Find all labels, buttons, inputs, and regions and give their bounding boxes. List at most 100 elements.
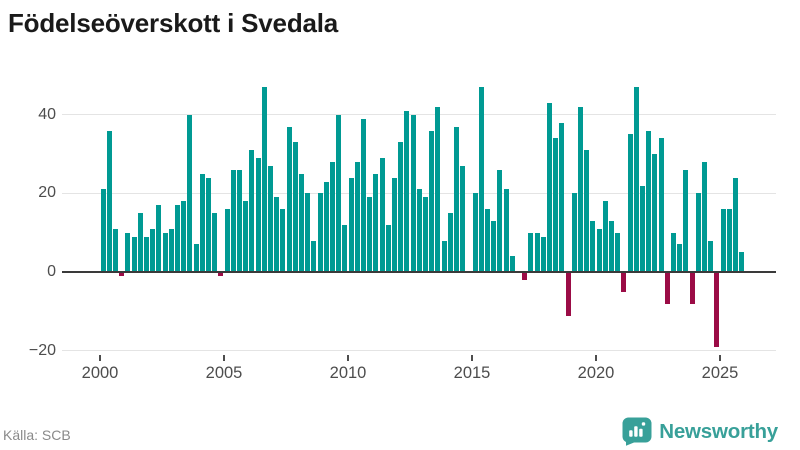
bar bbox=[342, 224, 348, 272]
bar bbox=[714, 273, 720, 348]
bar bbox=[609, 220, 614, 272]
bar bbox=[689, 273, 695, 304]
brand-name: Newsworthy bbox=[659, 419, 778, 443]
bar bbox=[720, 209, 726, 272]
bar bbox=[584, 150, 590, 272]
bar bbox=[137, 213, 143, 272]
bar bbox=[255, 158, 261, 272]
bar bbox=[144, 236, 149, 272]
source-label: Källa: SCB bbox=[3, 427, 71, 443]
bar bbox=[206, 177, 211, 272]
y-axis-label: −20 bbox=[28, 341, 56, 359]
bar bbox=[237, 169, 242, 272]
x-axis-label: 2015 bbox=[453, 364, 491, 382]
bar bbox=[379, 158, 385, 272]
bar bbox=[739, 252, 745, 272]
bar bbox=[702, 161, 707, 272]
bar bbox=[168, 228, 174, 272]
bar bbox=[348, 177, 354, 272]
bar bbox=[268, 165, 273, 272]
bar bbox=[733, 177, 738, 272]
bar bbox=[243, 201, 249, 272]
x-axis-label: 2020 bbox=[577, 364, 615, 382]
x-axis-label: 2000 bbox=[81, 364, 119, 382]
bar bbox=[578, 106, 583, 272]
bar bbox=[485, 209, 490, 272]
bar bbox=[646, 130, 652, 272]
x-tick bbox=[223, 355, 225, 361]
bar bbox=[274, 197, 280, 272]
bar bbox=[323, 181, 329, 272]
gridline bbox=[62, 114, 776, 116]
bar bbox=[547, 103, 552, 272]
bar bbox=[677, 244, 683, 272]
bar bbox=[708, 240, 714, 272]
bar bbox=[280, 209, 286, 272]
bar bbox=[534, 232, 540, 272]
bar bbox=[299, 173, 304, 272]
bar bbox=[317, 193, 323, 272]
bar bbox=[162, 232, 168, 272]
bar bbox=[435, 106, 441, 272]
bar bbox=[633, 87, 639, 272]
bar bbox=[261, 87, 267, 272]
bar bbox=[423, 197, 428, 272]
bar bbox=[292, 142, 298, 272]
bar bbox=[361, 118, 366, 272]
bar bbox=[181, 201, 187, 272]
bar bbox=[113, 228, 118, 272]
bar bbox=[664, 273, 670, 304]
x-tick bbox=[595, 355, 597, 361]
bar bbox=[658, 138, 664, 272]
zero-axis-line bbox=[62, 270, 776, 274]
x-axis-label: 2005 bbox=[205, 364, 243, 382]
bar bbox=[398, 142, 404, 272]
bar bbox=[671, 232, 676, 272]
bar bbox=[193, 244, 199, 272]
bar bbox=[497, 169, 503, 272]
bar bbox=[212, 213, 218, 272]
bar bbox=[503, 189, 509, 272]
bar bbox=[125, 232, 131, 272]
bar bbox=[559, 122, 565, 272]
x-tick bbox=[471, 355, 473, 361]
bar bbox=[726, 209, 732, 272]
bar bbox=[367, 197, 373, 272]
bar bbox=[590, 220, 596, 272]
bar bbox=[187, 114, 193, 272]
bar bbox=[224, 209, 230, 272]
bar bbox=[373, 173, 379, 272]
bar bbox=[429, 130, 435, 272]
bar bbox=[218, 273, 224, 277]
bar bbox=[416, 189, 422, 272]
x-tick bbox=[99, 355, 101, 361]
y-axis-label: 40 bbox=[38, 105, 56, 123]
bar bbox=[472, 193, 478, 272]
bar bbox=[305, 193, 311, 272]
bar bbox=[491, 220, 497, 272]
bar bbox=[571, 193, 577, 272]
newsworthy-logo-icon bbox=[622, 417, 652, 446]
bar bbox=[286, 126, 292, 272]
y-axis-label: 20 bbox=[38, 184, 56, 202]
bar bbox=[454, 126, 459, 272]
bar bbox=[540, 236, 546, 272]
bar bbox=[615, 232, 621, 272]
bar bbox=[392, 177, 397, 272]
bar bbox=[460, 165, 466, 272]
bar bbox=[410, 114, 416, 272]
bar bbox=[528, 232, 534, 272]
bar bbox=[385, 224, 391, 272]
x-tick bbox=[347, 355, 349, 361]
bar bbox=[522, 273, 528, 281]
bar bbox=[478, 87, 484, 272]
bar bbox=[336, 114, 342, 272]
bar bbox=[683, 169, 689, 272]
bar bbox=[441, 240, 447, 272]
bar bbox=[640, 185, 645, 272]
bar bbox=[596, 228, 602, 272]
bar bbox=[627, 134, 633, 272]
bar bbox=[621, 273, 627, 293]
bar bbox=[199, 173, 205, 272]
